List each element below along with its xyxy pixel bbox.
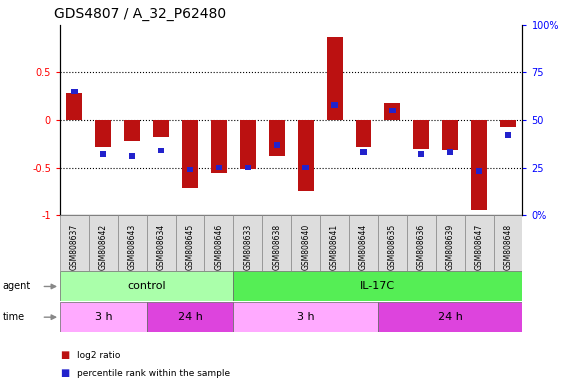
Text: GSM808637: GSM808637 (70, 223, 79, 270)
Text: 24 h: 24 h (178, 312, 203, 322)
Bar (303, 165, 309, 170)
Text: GSM808634: GSM808634 (156, 223, 166, 270)
Bar (327, 37, 343, 120)
FancyBboxPatch shape (147, 215, 176, 271)
Bar (129, 153, 135, 159)
FancyBboxPatch shape (234, 302, 378, 332)
Bar (244, 165, 251, 170)
Bar (505, 132, 511, 138)
Text: GSM808641: GSM808641 (330, 223, 339, 270)
FancyBboxPatch shape (60, 271, 234, 301)
FancyBboxPatch shape (147, 302, 234, 332)
Bar (274, 142, 280, 147)
Text: percentile rank within the sample: percentile rank within the sample (77, 369, 230, 378)
Text: GSM808640: GSM808640 (301, 223, 310, 270)
Text: GSM808633: GSM808633 (243, 223, 252, 270)
Bar (447, 149, 453, 155)
Bar (95, 120, 111, 147)
FancyBboxPatch shape (234, 215, 262, 271)
Text: GSM808642: GSM808642 (99, 223, 108, 270)
Text: GSM808646: GSM808646 (215, 223, 223, 270)
Bar (297, 120, 313, 191)
Bar (384, 103, 400, 120)
Bar (476, 169, 482, 174)
Text: IL-17C: IL-17C (360, 281, 396, 291)
FancyBboxPatch shape (291, 215, 320, 271)
Text: 3 h: 3 h (297, 312, 315, 322)
Text: GDS4807 / A_32_P62480: GDS4807 / A_32_P62480 (54, 7, 226, 21)
Text: GSM808643: GSM808643 (128, 223, 136, 270)
Bar (360, 149, 367, 155)
Text: 3 h: 3 h (95, 312, 112, 322)
Bar (500, 120, 516, 127)
Text: GSM808648: GSM808648 (504, 223, 513, 270)
FancyBboxPatch shape (465, 215, 493, 271)
Text: GSM808647: GSM808647 (475, 223, 484, 270)
FancyBboxPatch shape (89, 215, 118, 271)
Text: ■: ■ (60, 350, 69, 360)
Bar (389, 108, 396, 113)
Text: agent: agent (3, 281, 31, 291)
Text: control: control (127, 281, 166, 291)
Text: GSM808639: GSM808639 (446, 223, 455, 270)
FancyBboxPatch shape (118, 215, 147, 271)
FancyBboxPatch shape (262, 215, 291, 271)
FancyBboxPatch shape (60, 302, 147, 332)
FancyBboxPatch shape (407, 215, 436, 271)
FancyBboxPatch shape (493, 215, 522, 271)
FancyBboxPatch shape (378, 215, 407, 271)
FancyBboxPatch shape (349, 215, 378, 271)
Bar (158, 147, 164, 153)
Bar (66, 93, 82, 120)
Bar (356, 120, 371, 147)
Text: log2 ratio: log2 ratio (77, 351, 120, 360)
Bar (413, 120, 429, 149)
Bar (443, 120, 458, 151)
FancyBboxPatch shape (320, 215, 349, 271)
Text: 24 h: 24 h (438, 312, 463, 322)
Bar (269, 120, 285, 156)
FancyBboxPatch shape (204, 215, 234, 271)
FancyBboxPatch shape (60, 215, 89, 271)
Bar (216, 165, 222, 170)
Bar (331, 102, 338, 108)
Text: GSM808638: GSM808638 (272, 223, 282, 270)
Bar (153, 120, 169, 137)
Text: GSM808635: GSM808635 (388, 223, 397, 270)
FancyBboxPatch shape (378, 302, 522, 332)
Text: GSM808636: GSM808636 (417, 223, 426, 270)
Text: GSM808644: GSM808644 (359, 223, 368, 270)
FancyBboxPatch shape (234, 271, 522, 301)
Bar (71, 89, 78, 94)
Bar (100, 151, 107, 157)
FancyBboxPatch shape (436, 215, 465, 271)
Bar (187, 167, 193, 172)
Bar (182, 120, 198, 189)
FancyBboxPatch shape (176, 215, 204, 271)
Bar (418, 151, 424, 157)
Bar (240, 120, 256, 169)
Text: GSM808645: GSM808645 (186, 223, 195, 270)
Bar (211, 120, 227, 173)
Bar (471, 120, 487, 210)
Bar (124, 120, 140, 141)
Text: time: time (3, 312, 25, 322)
Text: ■: ■ (60, 368, 69, 378)
